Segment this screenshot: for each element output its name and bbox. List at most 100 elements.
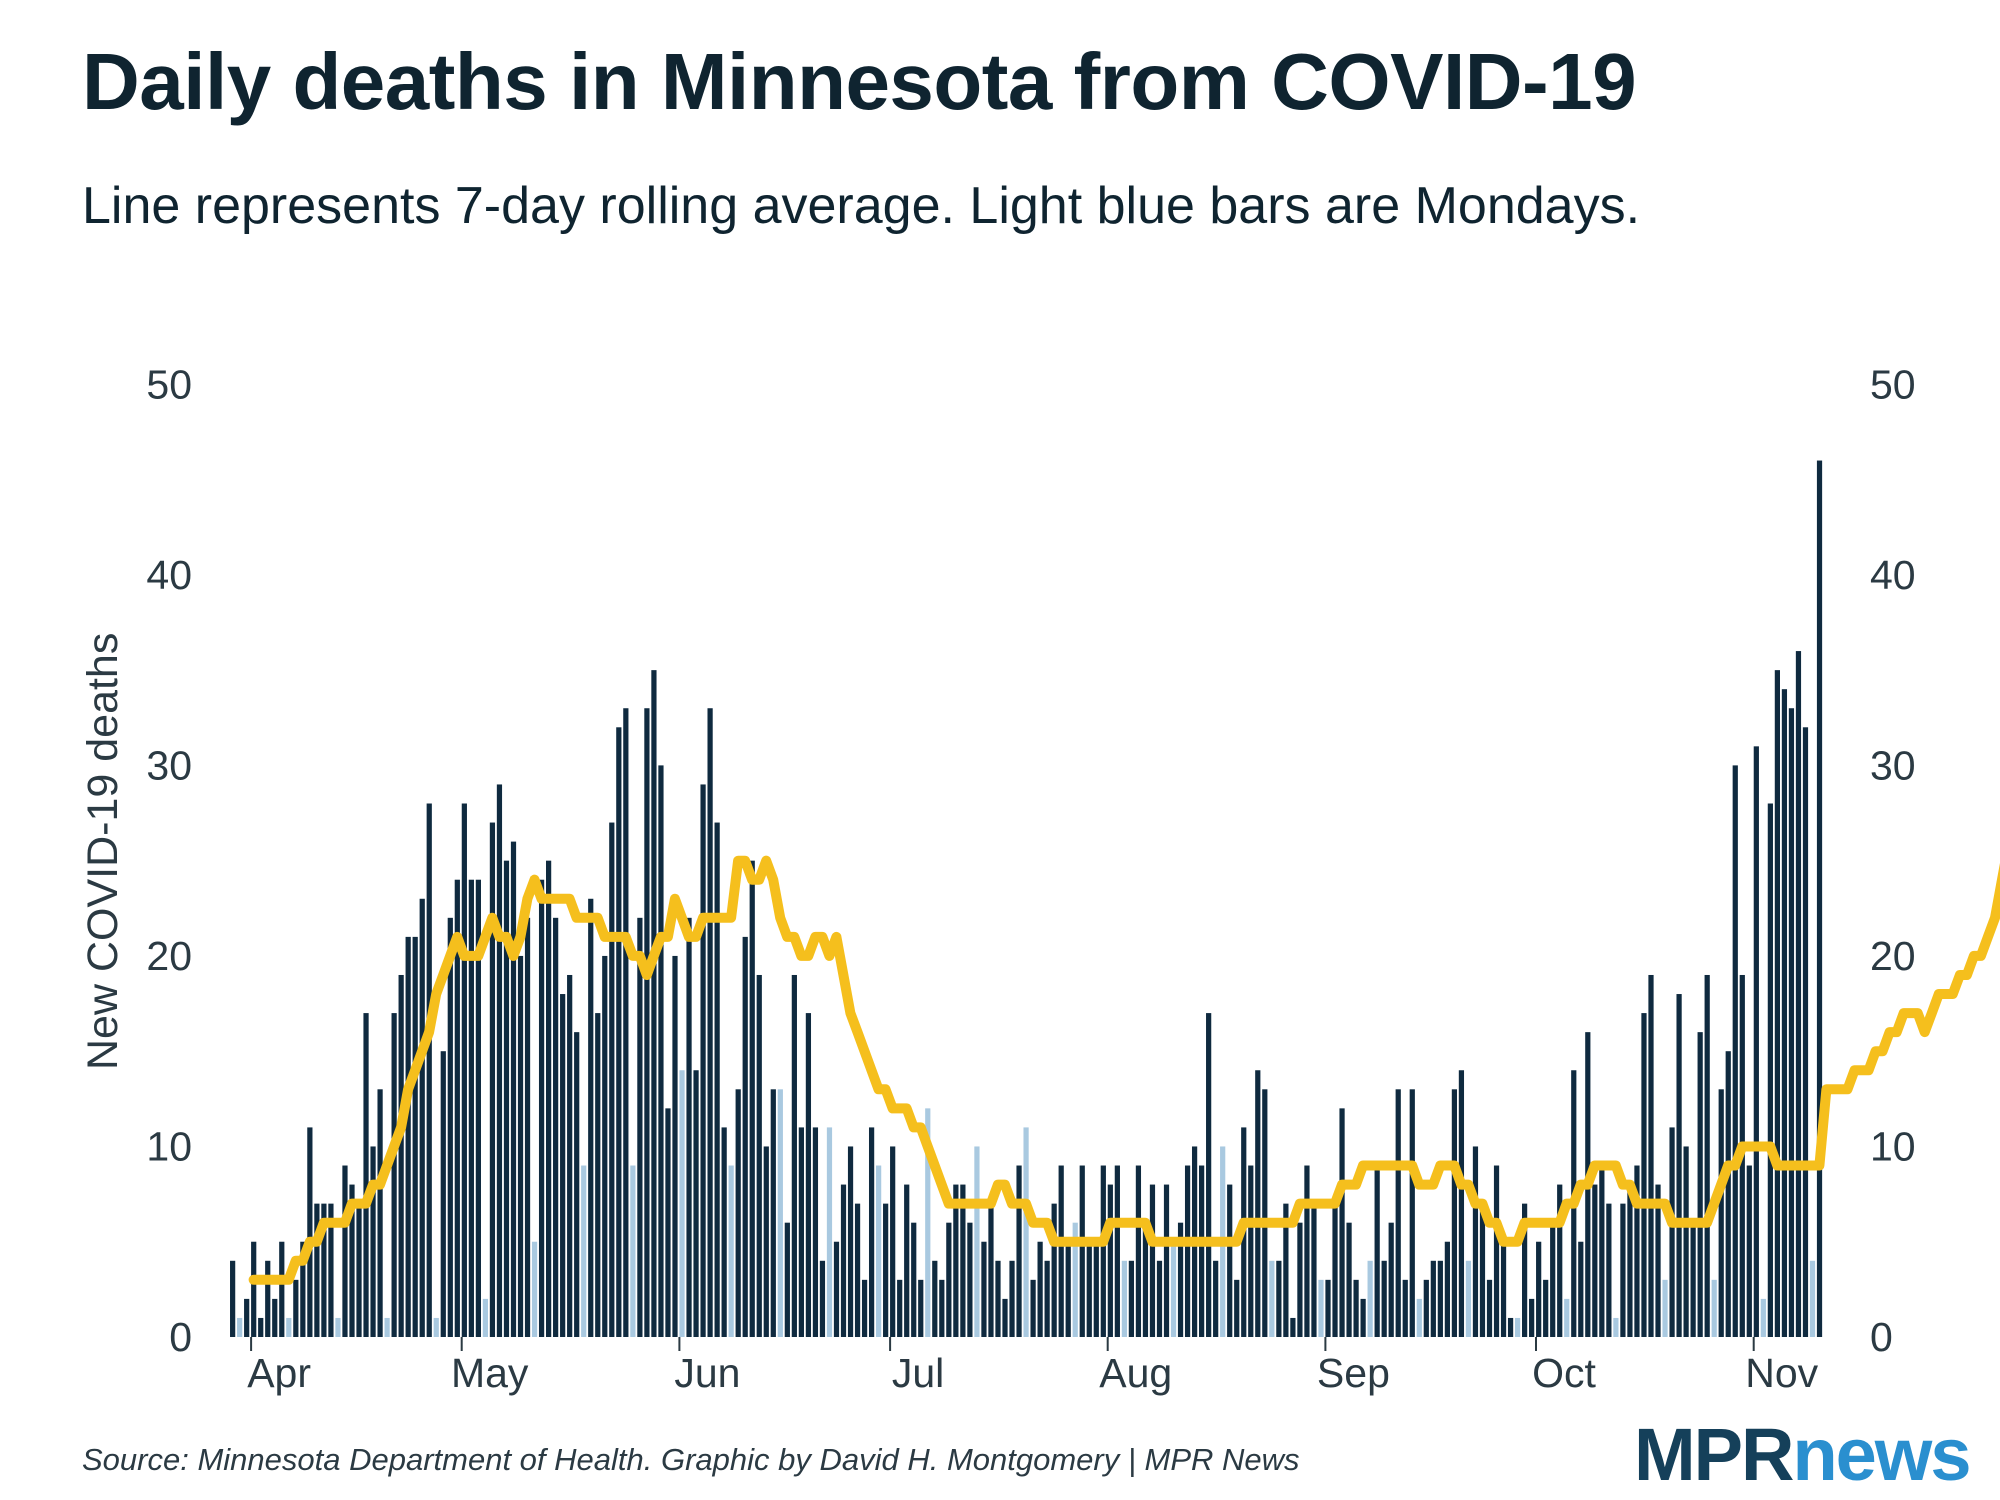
monday-bar [581,1165,587,1337]
bar [447,917,453,1337]
bar [1557,1184,1563,1337]
bar [1016,1165,1022,1337]
bar [1002,1298,1008,1337]
bar [672,955,678,1337]
monday-bar [1269,1260,1275,1337]
bar [1493,1165,1500,1337]
monday-bar [1760,1298,1766,1337]
bar [651,670,657,1338]
x-tick-label: May [451,1350,529,1396]
bar [595,1013,601,1337]
bar [756,974,762,1337]
bar [897,1279,903,1337]
bar [1732,765,1738,1337]
bar [328,1203,334,1338]
bar [791,974,797,1337]
bar [904,1184,910,1337]
bar [1044,1260,1050,1337]
bar [770,1089,776,1337]
bar [735,1089,741,1337]
bar [1065,1241,1071,1337]
x-axis: Apr May Jun Jul Aug Sep Oct Nov [247,1337,1819,1396]
bar [412,936,418,1338]
bar [883,1203,889,1338]
bar [1311,1203,1317,1338]
bar [1297,1222,1303,1337]
bar [960,1184,966,1337]
bar [1177,1222,1184,1337]
bar [1788,708,1795,1337]
bar [1500,1241,1507,1337]
bar [1543,1279,1549,1337]
bar [1149,1184,1156,1337]
bar [1325,1279,1331,1337]
bar [1037,1241,1043,1337]
bar [616,727,622,1337]
bar [847,1146,854,1337]
bar [1697,1032,1703,1337]
bar-series [230,460,1823,1338]
bar [356,1203,362,1338]
bar [1276,1260,1282,1337]
bar [953,1184,959,1337]
chart-title: Daily deaths in Minnesota from COVID-19 [82,37,1637,126]
x-tick-label: Oct [1532,1350,1596,1396]
bar [1423,1279,1429,1337]
bar [1430,1260,1436,1337]
bar [377,1089,383,1337]
monday-bar [286,1317,292,1337]
y-tick-label-right: 0 [1870,1314,1893,1360]
bar [1676,994,1682,1337]
bar [293,1279,299,1337]
bar [1360,1298,1366,1337]
bar [861,1279,868,1337]
monday-bar [925,1108,931,1337]
monday-bar [1465,1260,1472,1337]
bar [1255,1070,1261,1337]
bar [342,1165,348,1337]
monday-bar [1318,1279,1324,1337]
monday-bar [384,1317,390,1337]
monday-bar [335,1317,341,1337]
monday-bar [1809,1260,1816,1337]
bar [1374,1165,1380,1337]
monday-bar [1072,1222,1078,1337]
bar [475,879,481,1337]
bar [833,1241,840,1337]
monday-bar [630,1165,636,1337]
bar [1627,1184,1633,1337]
bar [1227,1184,1233,1337]
monday-bar [876,1165,882,1337]
bar [1634,1165,1640,1337]
bar [1163,1184,1170,1337]
monday-bar [1121,1260,1127,1337]
bar [1641,1013,1647,1337]
bar [321,1203,327,1338]
bar [707,708,713,1337]
monday-bar [1023,1127,1029,1337]
bar [1655,1184,1661,1337]
bar [1458,1070,1465,1337]
bar [812,1127,819,1337]
bar [1578,1241,1584,1337]
bar [1058,1165,1064,1337]
bar [307,1127,313,1337]
bar [1444,1241,1450,1337]
bar [489,822,496,1337]
bar [1802,727,1809,1337]
monday-bar [974,1146,980,1337]
y-tick-label-left: 30 [146,742,192,788]
bar [918,1279,924,1337]
y-tick-label-right: 30 [1870,742,1916,788]
bar [272,1298,278,1337]
bar [510,841,517,1337]
bar [1529,1298,1535,1337]
bar [553,917,559,1337]
bar [995,1260,1001,1337]
monday-bar [482,1298,489,1337]
monday-bar [1564,1298,1570,1337]
bar [244,1298,250,1337]
bar [524,917,531,1337]
bar [1725,1051,1731,1337]
x-tick-label: Jul [892,1350,944,1396]
